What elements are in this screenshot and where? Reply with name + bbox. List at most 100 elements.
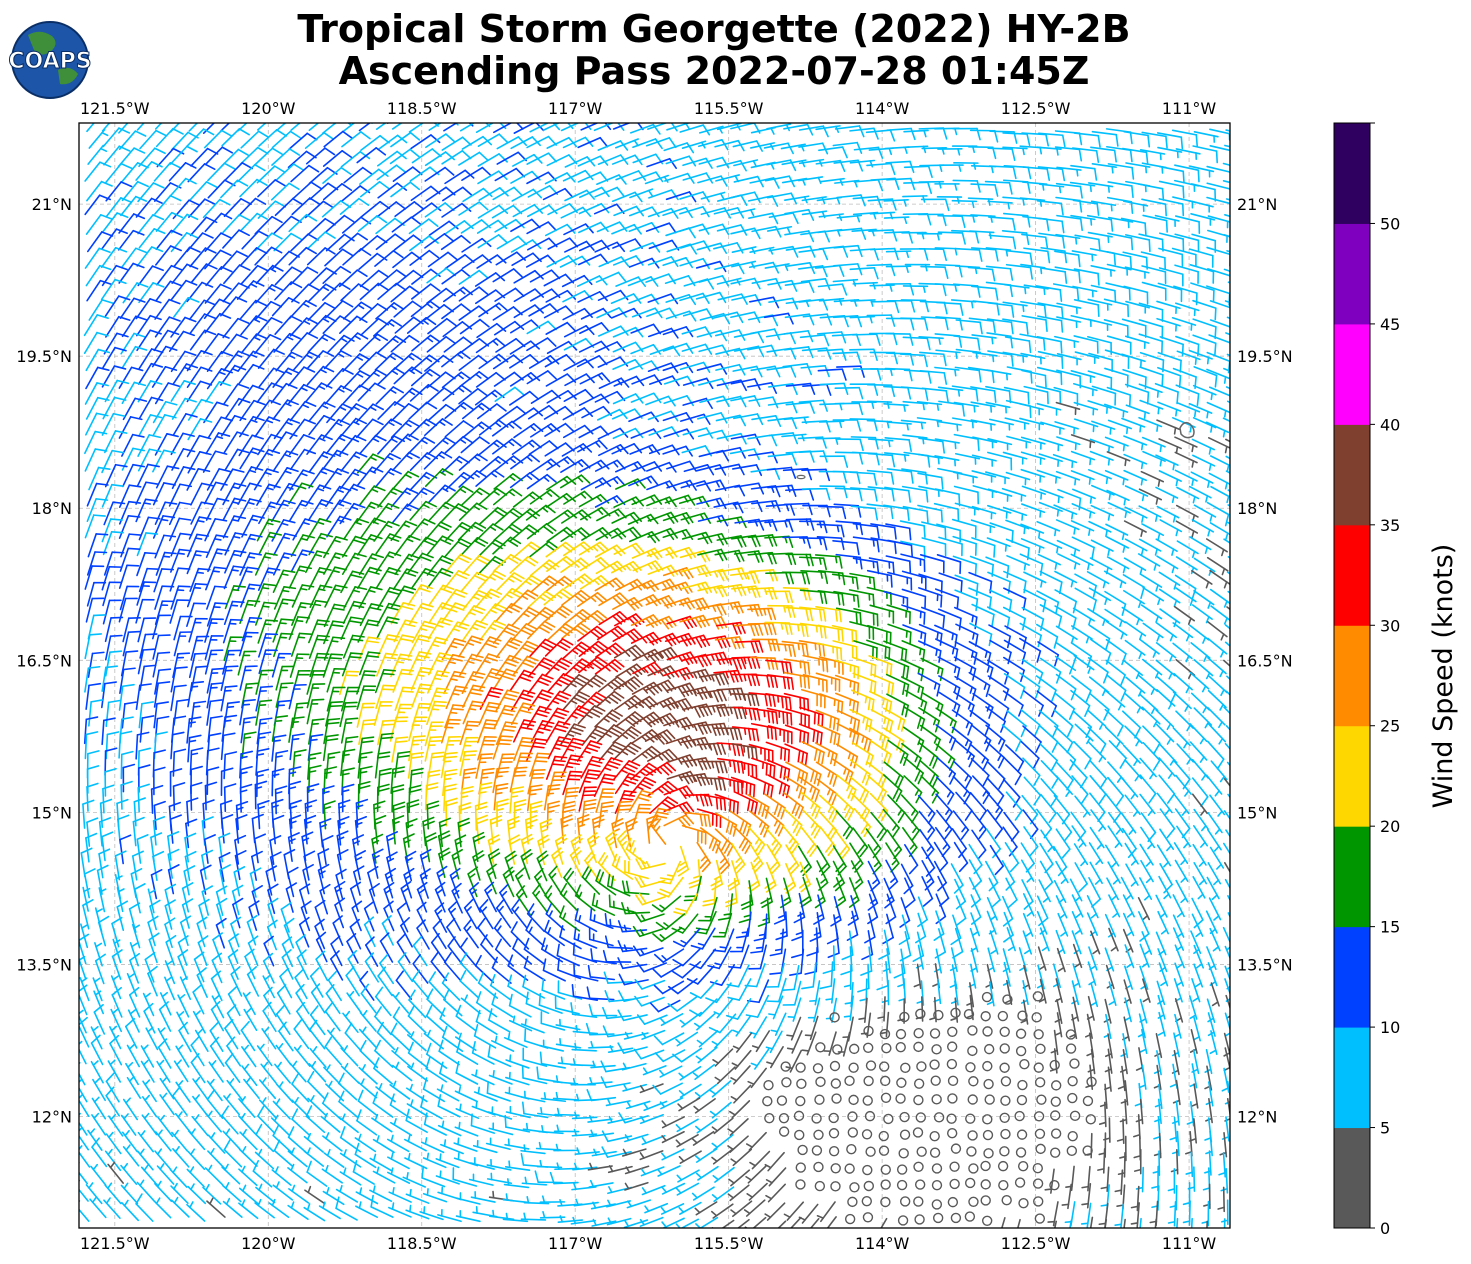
wind-barb [257, 123, 267, 131]
wind-barb [155, 211, 184, 232]
wind-barb [136, 246, 164, 267]
wind-barb [360, 200, 391, 218]
wind-barb [629, 241, 661, 253]
wind-barb [1106, 251, 1132, 269]
wind-barb [477, 153, 508, 167]
wind-barb [1038, 183, 1065, 194]
wind-barb [1125, 162, 1151, 174]
wind-barb [511, 188, 543, 202]
wind-barb [1227, 281, 1230, 284]
wind-barb [936, 196, 963, 204]
wind-barb [343, 166, 373, 184]
wind-barb [169, 145, 198, 165]
wind-barb [496, 136, 528, 150]
wind-barb [342, 248, 372, 266]
wind-barb [136, 123, 145, 131]
wind-barb [240, 130, 270, 149]
wind-barb [1123, 200, 1149, 213]
wind-barb [700, 207, 732, 219]
wind-barb [1207, 215, 1230, 229]
wind-barb [988, 234, 1017, 250]
wind-barb [393, 234, 424, 251]
wind-barb [1037, 166, 1066, 182]
wind-barb [428, 220, 459, 236]
wind-barb [492, 186, 523, 201]
wind-barb [101, 123, 111, 132]
lon-tick-label-top: 115.5°W [694, 99, 764, 118]
lon-tick-label-bottom: 114°W [855, 1234, 910, 1253]
wind-barb [916, 232, 943, 241]
colorbar-tick-label: 45 [1380, 315, 1400, 334]
wind-barb [88, 128, 109, 149]
lat-tick-label-right: 16.5°N [1237, 651, 1293, 670]
wind-barb [440, 234, 471, 251]
wind-barb [1226, 400, 1230, 404]
wind-barb [360, 134, 390, 152]
wind-barb [239, 212, 268, 232]
wind-barb [254, 232, 283, 252]
colorbar-segment [1334, 625, 1370, 727]
wind-barb [748, 212, 779, 225]
wind-barb [220, 123, 231, 132]
wind-barb [700, 191, 726, 200]
wind-barb [632, 171, 664, 183]
wind-barb [836, 194, 866, 207]
wind-barb [970, 183, 999, 197]
wind-barb [578, 239, 610, 252]
wind-barb [275, 123, 287, 132]
wind-barb [271, 130, 301, 149]
wind-barb [832, 141, 863, 154]
wind-barb [886, 177, 916, 191]
colorbar-tick-label: 30 [1380, 616, 1400, 635]
lon-tick-label-top: 120°W [241, 99, 296, 118]
wind-barb [766, 159, 797, 172]
lat-tick-label-left: 21°N [32, 195, 72, 214]
wind-barb [237, 197, 267, 217]
wind-barb [392, 166, 423, 183]
wind-barb [987, 200, 1013, 210]
wind-barb [1188, 200, 1214, 213]
wind-barb [680, 240, 711, 252]
colorbar-label: Wind Speed (knots) [1428, 544, 1459, 809]
wind-barb [1072, 147, 1100, 163]
wind-barb [1107, 163, 1135, 180]
wind-barb [1125, 234, 1151, 253]
wind-barb [258, 129, 288, 147]
wind-barb [1002, 146, 1028, 156]
wind-barb [424, 151, 456, 167]
wind-barb [257, 179, 286, 198]
colorbar-segment [1334, 424, 1370, 526]
wind-barb [1171, 129, 1199, 148]
coaps-logo: COAPS [8, 21, 92, 99]
wind-barb [85, 214, 113, 235]
wind-barb [408, 218, 439, 235]
wind-barb [1222, 162, 1230, 166]
wind-barb [322, 183, 353, 201]
wind-barb [784, 208, 815, 221]
wind-barb [188, 198, 216, 218]
wind-barb [86, 123, 96, 133]
wind-barb [886, 127, 916, 141]
wind-barb [1206, 165, 1230, 182]
wind-barb [766, 225, 793, 234]
wind-barb [139, 129, 168, 150]
wind-barb [377, 182, 408, 199]
wind-barb [356, 147, 387, 164]
wind-barb [1192, 145, 1218, 164]
wind-barb [1189, 165, 1215, 178]
wind-barb [1023, 247, 1051, 264]
wind-barb [714, 139, 745, 152]
wind-barb [138, 228, 166, 249]
lon-tick-label-bottom: 112.5°W [1001, 1234, 1071, 1253]
wind-barb [241, 230, 270, 250]
wind-barb [275, 163, 305, 182]
wind-barb [560, 206, 592, 219]
colorbar-segment [1334, 725, 1370, 827]
wind-barb [376, 164, 407, 181]
wind-barb [1222, 179, 1230, 184]
wind-barb [679, 206, 710, 218]
wind-barb [389, 148, 420, 165]
wind-barb [594, 186, 625, 198]
lon-tick-label-top: 112.5°W [1001, 99, 1071, 118]
wind-barb [987, 147, 1016, 161]
